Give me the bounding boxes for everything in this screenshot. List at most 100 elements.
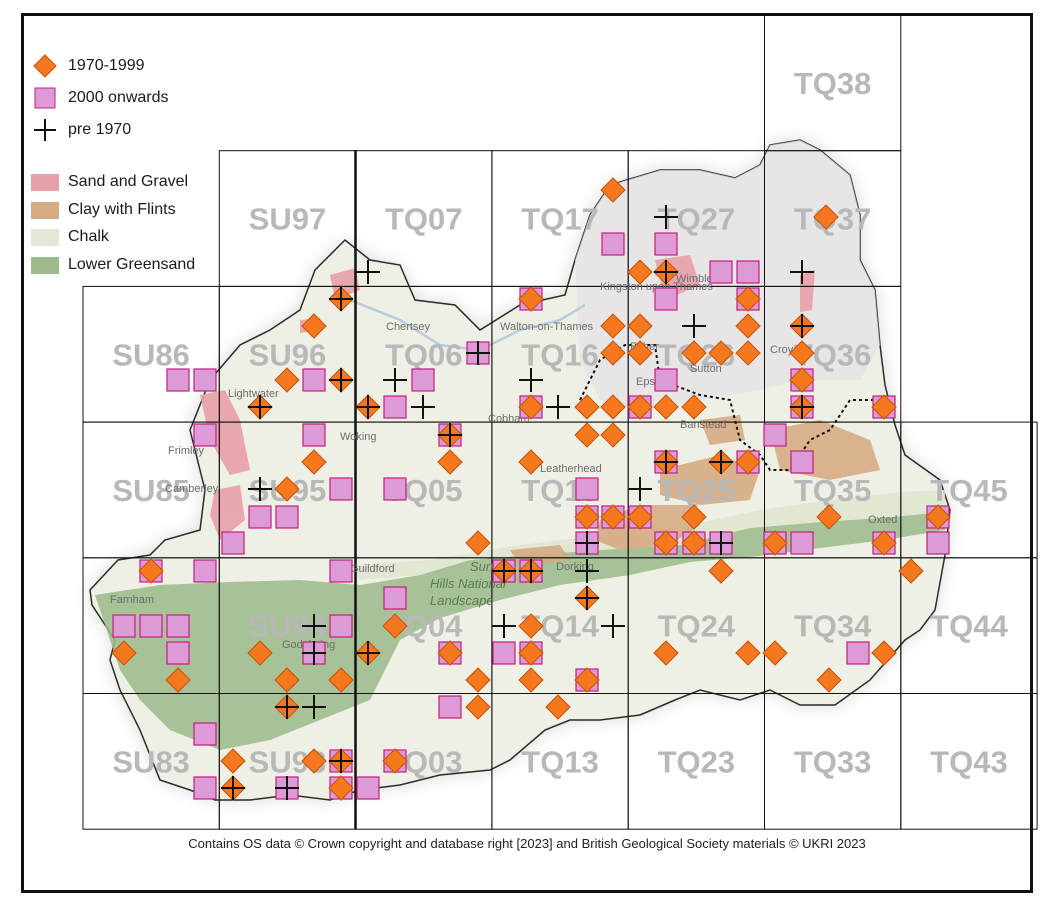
record-1970-1999: [301, 449, 327, 475]
record-pre-1970: [356, 395, 380, 419]
record-1970-1999: [600, 504, 626, 530]
record-1970-1999: [274, 667, 300, 693]
record-pre-1970: [302, 695, 326, 719]
grid-square-label: TQ44: [930, 609, 1008, 644]
record-1970-1999: [735, 286, 761, 312]
record-1970-1999: [871, 640, 897, 666]
aonb-label-line: Hills National: [430, 576, 507, 591]
record-1970-1999: [328, 775, 354, 801]
record-pre-1970: [654, 260, 678, 284]
record-pre-1970: [790, 314, 814, 338]
record-2000-onwards: [193, 776, 217, 800]
record-1970-1999: [220, 748, 246, 774]
grid-square-label: SU85: [112, 473, 190, 508]
copyright-credit: Contains OS data © Crown copyright and d…: [188, 836, 866, 851]
record-1970-1999: [274, 367, 300, 393]
record-1970-1999: [627, 340, 653, 366]
record-pre-1970: [790, 260, 814, 284]
record-1970-1999: [681, 530, 707, 556]
record-2000-onwards: [248, 505, 272, 529]
grid-square-label: TQ35: [794, 473, 872, 508]
record-1970-1999: [600, 394, 626, 420]
grid-square-label: SU83: [112, 744, 190, 779]
record-2000-onwards: [709, 260, 733, 284]
place-label: Frimley: [168, 445, 205, 457]
record-1970-1999: [898, 558, 924, 584]
record-2000-onwards: [763, 423, 787, 447]
record-1970-1999: [708, 558, 734, 584]
grid-square-label: TQ17: [521, 202, 599, 237]
record-pre-1970: [575, 531, 599, 555]
record-2000-onwards: [601, 232, 625, 256]
place-label: Banstead: [680, 419, 726, 431]
record-1970-1999: [518, 286, 544, 312]
legend-item-clay-with-flints: Clay with Flints: [30, 196, 176, 224]
record-2000-onwards: [790, 531, 814, 555]
record-2000-onwards: [438, 695, 462, 719]
legend-item-lower-greensand: Lower Greensand: [30, 251, 195, 279]
record-pre-1970: [709, 531, 733, 555]
grid-square-label: TQ23: [658, 744, 736, 779]
record-1970-1999: [681, 394, 707, 420]
record-1970-1999: [274, 476, 300, 502]
record-pre-1970: [709, 450, 733, 474]
record-2000-onwards: [736, 260, 760, 284]
place-label: Walton-on-Thames: [500, 321, 594, 333]
record-2000-onwards: [790, 450, 814, 474]
record-1970-1999: [735, 340, 761, 366]
grid-square-label: TQ34: [794, 609, 872, 644]
record-2000-onwards: [356, 776, 380, 800]
record-2000-onwards: [383, 586, 407, 610]
record-1970-1999: [653, 640, 679, 666]
grid-square-label: TQ38: [794, 66, 872, 101]
record-pre-1970: [466, 341, 490, 365]
record-pre-1970: [302, 641, 326, 665]
record-1970-1999: [600, 313, 626, 339]
record-1970-1999: [600, 340, 626, 366]
record-1970-1999: [627, 259, 653, 285]
record-1970-1999: [653, 394, 679, 420]
record-1970-1999: [681, 340, 707, 366]
legend-label: 2000 onwards: [68, 89, 169, 106]
record-2000-onwards: [139, 614, 163, 638]
record-2000-onwards: [166, 614, 190, 638]
grid-square-label: SU96: [249, 337, 327, 372]
record-pre-1970: [519, 368, 543, 392]
greensand-swatch: [31, 256, 59, 274]
record-pre-1970: [682, 314, 706, 338]
legend-item-1970-1999: 1970-1999: [30, 52, 145, 80]
grid-square-label: TQ24: [658, 609, 736, 644]
place-label: Farnham: [110, 594, 154, 606]
record-2000-onwards: [221, 531, 245, 555]
record-1970-1999: [437, 640, 463, 666]
record-pre-1970: [275, 776, 299, 800]
grid-square-label: TQ16: [521, 337, 599, 372]
record-2000-onwards: [654, 287, 678, 311]
legend-label: Lower Greensand: [68, 256, 196, 273]
record-pre-1970: [575, 586, 599, 610]
record-2000-onwards: [575, 477, 599, 501]
record-pre-1970: [356, 260, 380, 284]
record-2000-onwards: [411, 368, 435, 392]
place-label: Woking: [340, 431, 376, 443]
record-1970-1999: [813, 204, 839, 230]
record-1970-1999: [465, 694, 491, 720]
grid-square-label: TQ33: [794, 744, 872, 779]
record-pre-1970: [492, 559, 516, 583]
record-1970-1999: [247, 640, 273, 666]
record-2000-onwards: [654, 232, 678, 256]
record-pre-1970: [438, 423, 462, 447]
record-1970-1999: [627, 504, 653, 530]
cross-icon: [34, 119, 56, 141]
grid-square-label: TQ45: [930, 473, 1008, 508]
record-2000-onwards: [193, 559, 217, 583]
record-pre-1970: [221, 776, 245, 800]
grid-square-label: TQ27: [658, 202, 736, 237]
record-2000-onwards: [166, 641, 190, 665]
record-1970-1999: [816, 667, 842, 693]
legend-item-chalk: Chalk: [30, 223, 109, 251]
record-1970-1999: [789, 367, 815, 393]
record-pre-1970: [329, 749, 353, 773]
record-1970-1999: [574, 667, 600, 693]
record-1970-1999: [165, 667, 191, 693]
